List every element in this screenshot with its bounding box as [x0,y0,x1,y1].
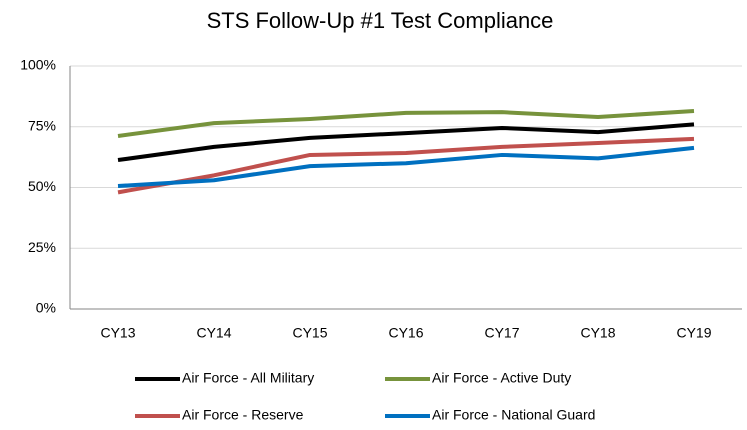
series-line [117,122,695,163]
y-tick-label: 75% [28,117,56,133]
series-line [117,145,695,189]
legend-label: Air Force - All Military [182,370,314,386]
y-tick-label: 25% [28,239,56,255]
series-line [117,108,695,138]
x-tick-label: CY13 [100,325,135,341]
y-tick-label: 100% [20,57,56,73]
legend-label: Air Force - Reserve [182,407,304,423]
x-tick-label: CY19 [676,325,711,341]
chart-title: STS Follow-Up #1 Test Compliance [207,8,554,33]
x-tick-label: CY17 [484,325,519,341]
x-tick-label: CY16 [388,325,423,341]
y-tick-label: 50% [28,178,56,194]
series-line [117,136,695,195]
x-tick-label: CY15 [292,325,327,341]
legend-label: Air Force - National Guard [432,407,595,423]
y-tick-label: 0% [36,300,56,316]
legend-label: Air Force - Active Duty [432,370,571,386]
x-tick-label: CY18 [580,325,615,341]
x-tick-label: CY14 [196,325,231,341]
